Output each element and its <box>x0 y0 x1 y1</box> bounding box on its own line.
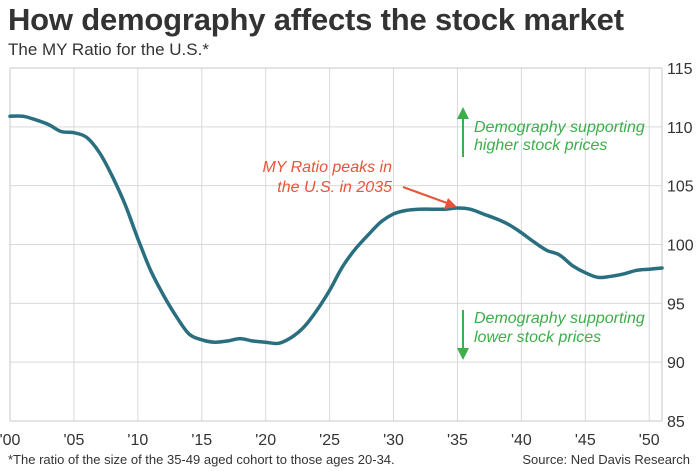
footnote: *The ratio of the size of the 35-49 aged… <box>8 452 395 467</box>
down-arrow-head-icon <box>457 348 469 360</box>
x-tick-label: '10 <box>127 432 148 449</box>
annotation-peak-line-2: the U.S. in 2035 <box>277 179 392 196</box>
up-arrow-head-icon <box>457 107 469 119</box>
annotation-lower-line-2: lower stock prices <box>474 329 601 346</box>
peak-arrow-icon <box>402 186 448 204</box>
x-tick-label: '40 <box>511 432 532 449</box>
series-line <box>8 114 664 346</box>
chart-title: How demography affects the stock market <box>8 2 624 37</box>
y-tick-label: 115 <box>667 61 693 78</box>
x-tick-label: '35 <box>447 432 468 449</box>
annotation-higher-line-2: higher stock prices <box>474 137 607 154</box>
y-tick-label: 105 <box>667 179 694 196</box>
source-credit: Source: Ned Davis Research <box>522 452 690 467</box>
annotation-lower: Demography supporting lower stock prices <box>457 310 645 360</box>
peak-arrow-head-icon <box>444 198 457 209</box>
plot-frame <box>9 67 663 422</box>
y-tick-label: 95 <box>667 296 685 313</box>
y-axis-ticks: 85 90 95 100 105 110 115 <box>667 61 694 431</box>
chart-subtitle: The MY Ratio for the U.S.* <box>8 40 209 59</box>
x-tick-label: '25 <box>319 432 340 449</box>
annotation-lower-line-1: Demography supporting <box>474 310 645 327</box>
x-tick-label: '50 <box>639 432 660 449</box>
x-tick-label: '05 <box>63 432 84 449</box>
x-tick-label: '45 <box>575 432 596 449</box>
y-tick-label: 85 <box>667 414 685 431</box>
y-tick-label: 110 <box>667 120 693 137</box>
annotation-higher-line-1: Demography supporting <box>474 119 645 136</box>
x-tick-label: '20 <box>255 432 276 449</box>
x-tick-label: '00 <box>0 432 21 449</box>
annotation-higher: Demography supporting higher stock price… <box>457 107 645 157</box>
x-tick-label: '30 <box>383 432 404 449</box>
y-tick-label: 90 <box>667 355 685 372</box>
annotation-peak: MY Ratio peaks in the U.S. in 2035 <box>262 159 457 209</box>
y-tick-label: 100 <box>667 238 694 255</box>
x-tick-label: '15 <box>191 432 212 449</box>
x-axis-ticks: '00 '05 '10 '15 '20 '25 '30 '35 '40 '45 '50 <box>0 432 660 449</box>
annotation-peak-line-1: MY Ratio peaks in <box>262 159 392 176</box>
